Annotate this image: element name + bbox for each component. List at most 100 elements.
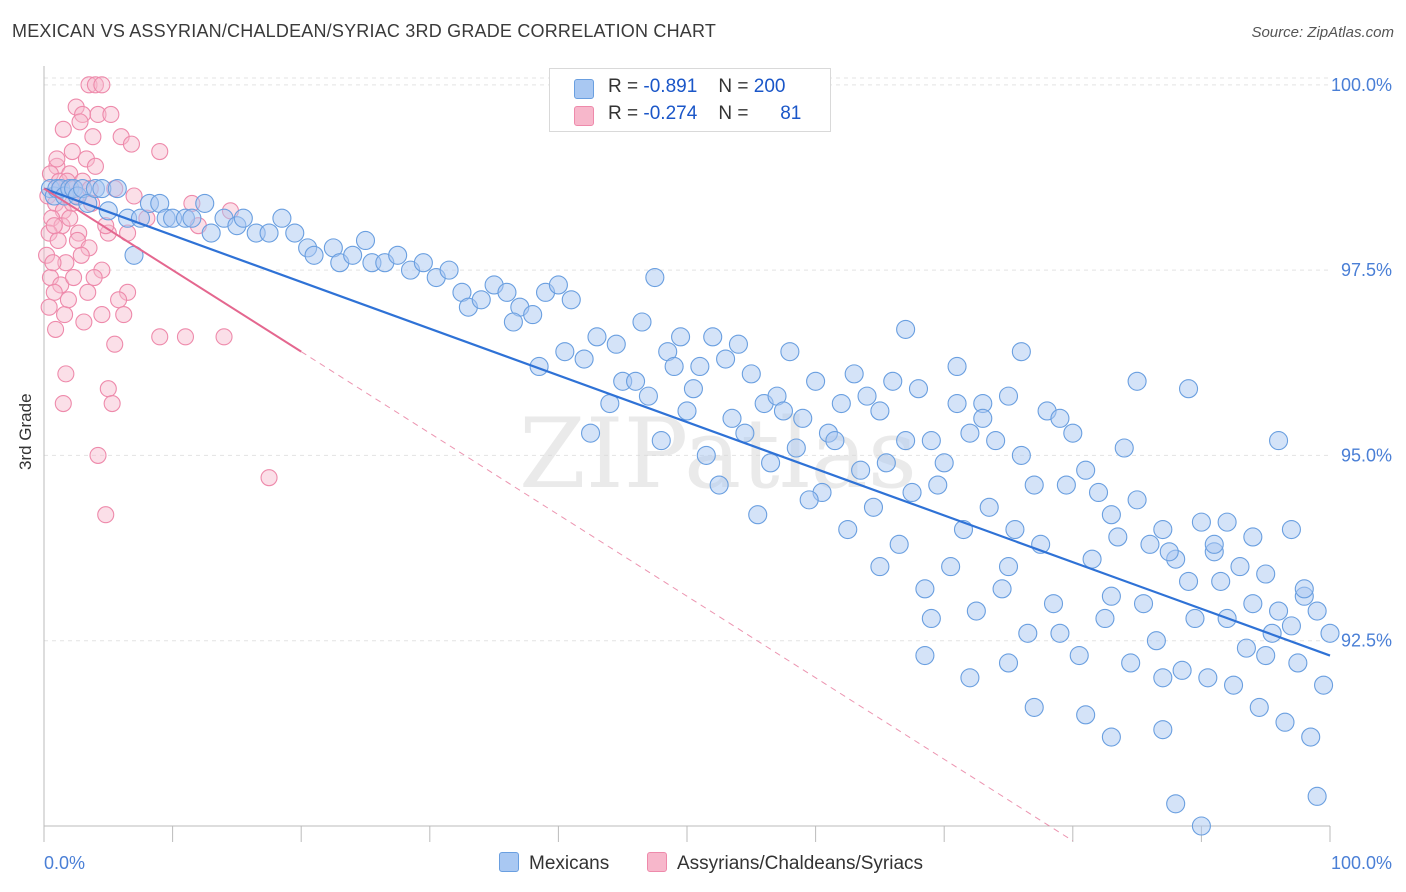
assyrians-point xyxy=(93,306,111,324)
assyrians-point xyxy=(54,120,72,138)
mexicans-point xyxy=(986,431,1006,451)
mexicans-point xyxy=(606,334,626,354)
mexicans-point xyxy=(1256,564,1276,584)
assyrians-point xyxy=(215,328,233,346)
mexicans-point xyxy=(1146,631,1166,651)
mexicans-point xyxy=(1076,705,1096,725)
mexicans-point xyxy=(587,327,607,347)
assyrians-point xyxy=(260,469,278,487)
mexicans-point xyxy=(1320,623,1340,643)
mexicans-point xyxy=(889,534,909,554)
assyrians-point xyxy=(125,187,143,205)
mexicans-point xyxy=(1217,512,1237,532)
assyrians-point xyxy=(40,298,58,316)
mexicans-point xyxy=(921,431,941,451)
mexicans-point xyxy=(195,193,215,213)
mexicans-point xyxy=(1011,445,1031,465)
legend-n-label: N = xyxy=(718,76,749,97)
bottom-legend-mexicans: Mexicans xyxy=(499,852,609,875)
assyrians-trend-extension xyxy=(300,351,1074,842)
mexicans-point xyxy=(716,349,736,369)
assyrians-point xyxy=(44,254,62,272)
mexicans-point xyxy=(632,312,652,332)
assyrians-point xyxy=(122,135,140,153)
x-tick-labels: 0.0% 100.0% xyxy=(44,853,1392,873)
mexicans-point xyxy=(555,342,575,362)
legend-n-label: N = xyxy=(718,103,749,124)
mexicans-point xyxy=(523,305,543,325)
mexicans-point xyxy=(921,608,941,629)
assyrians-point xyxy=(61,209,79,227)
mexicans-point xyxy=(838,519,858,540)
bottom-legend-swatch-blue xyxy=(499,852,519,872)
mexicans-point xyxy=(1243,527,1263,547)
assyrians-point xyxy=(84,128,102,146)
legend-n-value: 200 xyxy=(753,76,786,97)
mexicans-point xyxy=(1108,527,1128,547)
assyrians-point xyxy=(49,231,67,250)
assyrians-point xyxy=(176,328,195,346)
mexicans-point xyxy=(683,379,703,399)
mexicans-point xyxy=(1005,519,1025,540)
mexicans-point xyxy=(233,208,253,228)
mexicans-point xyxy=(645,267,665,288)
y-axis-title: 3rd Grade xyxy=(16,393,35,470)
mexicans-point xyxy=(870,401,890,421)
mexicans-point xyxy=(902,482,922,503)
mexicans-point xyxy=(1281,519,1301,540)
mexicans-point xyxy=(870,557,890,577)
mexicans-point xyxy=(851,460,871,480)
assyrians-point xyxy=(89,446,107,464)
mexicans-point xyxy=(1166,794,1186,814)
mexicans-point xyxy=(876,453,896,473)
mexicans-point xyxy=(1288,653,1308,673)
mexicans-point xyxy=(285,223,305,243)
mexicans-point xyxy=(844,364,864,384)
assyrians-point xyxy=(99,380,117,398)
mexicans-point xyxy=(497,282,517,302)
assyrians-point xyxy=(48,150,66,168)
assyrians-point xyxy=(75,313,93,331)
mexicans-point xyxy=(201,223,221,243)
bottom-legend-label: Assyrians/Chaldeans/Syriacs xyxy=(677,853,924,874)
legend-r-label: R = xyxy=(608,103,639,124)
mexicans-point xyxy=(934,453,954,473)
mexicans-point xyxy=(998,653,1019,673)
mexicans-point xyxy=(1024,697,1044,717)
mexicans-point xyxy=(780,342,800,362)
mexicans-point xyxy=(1018,623,1038,643)
mexicans-point xyxy=(883,371,903,391)
assyrians-point xyxy=(47,320,65,338)
mexicans-point xyxy=(992,579,1012,599)
mexicans-point xyxy=(947,393,967,414)
mexicans-point xyxy=(773,401,794,421)
mexicans-point xyxy=(928,475,948,495)
y-tick-label: 100.0% xyxy=(1331,75,1392,95)
mexicans-point xyxy=(1185,608,1205,629)
assyrians-point xyxy=(97,506,115,524)
mexicans-point xyxy=(355,230,376,251)
bottom-legend-label: Mexicans xyxy=(529,853,610,874)
grid-lines xyxy=(44,77,1330,642)
mexicans-point xyxy=(966,601,986,621)
mexicans-point xyxy=(1159,542,1179,562)
mexicans-point xyxy=(1224,675,1244,695)
mexicans-point xyxy=(1114,438,1134,458)
assyrians-point xyxy=(72,246,90,264)
mexicans-point xyxy=(1133,594,1154,614)
mexicans-point xyxy=(1056,475,1076,495)
mexicans-point xyxy=(709,475,729,495)
assyrians-trend-line xyxy=(43,187,302,353)
mexicans-point xyxy=(799,490,819,510)
mexicans-point xyxy=(1076,460,1096,480)
mexicans-point xyxy=(703,327,723,347)
mexicans-point xyxy=(561,290,581,310)
mexicans-point xyxy=(973,408,993,428)
mexicans-point xyxy=(1082,549,1102,569)
mexicans-point xyxy=(793,408,813,428)
mexicans-point xyxy=(1088,482,1109,503)
assyrians-point xyxy=(85,268,103,287)
assyrians-point xyxy=(59,291,77,309)
mexicans-point xyxy=(388,245,408,265)
